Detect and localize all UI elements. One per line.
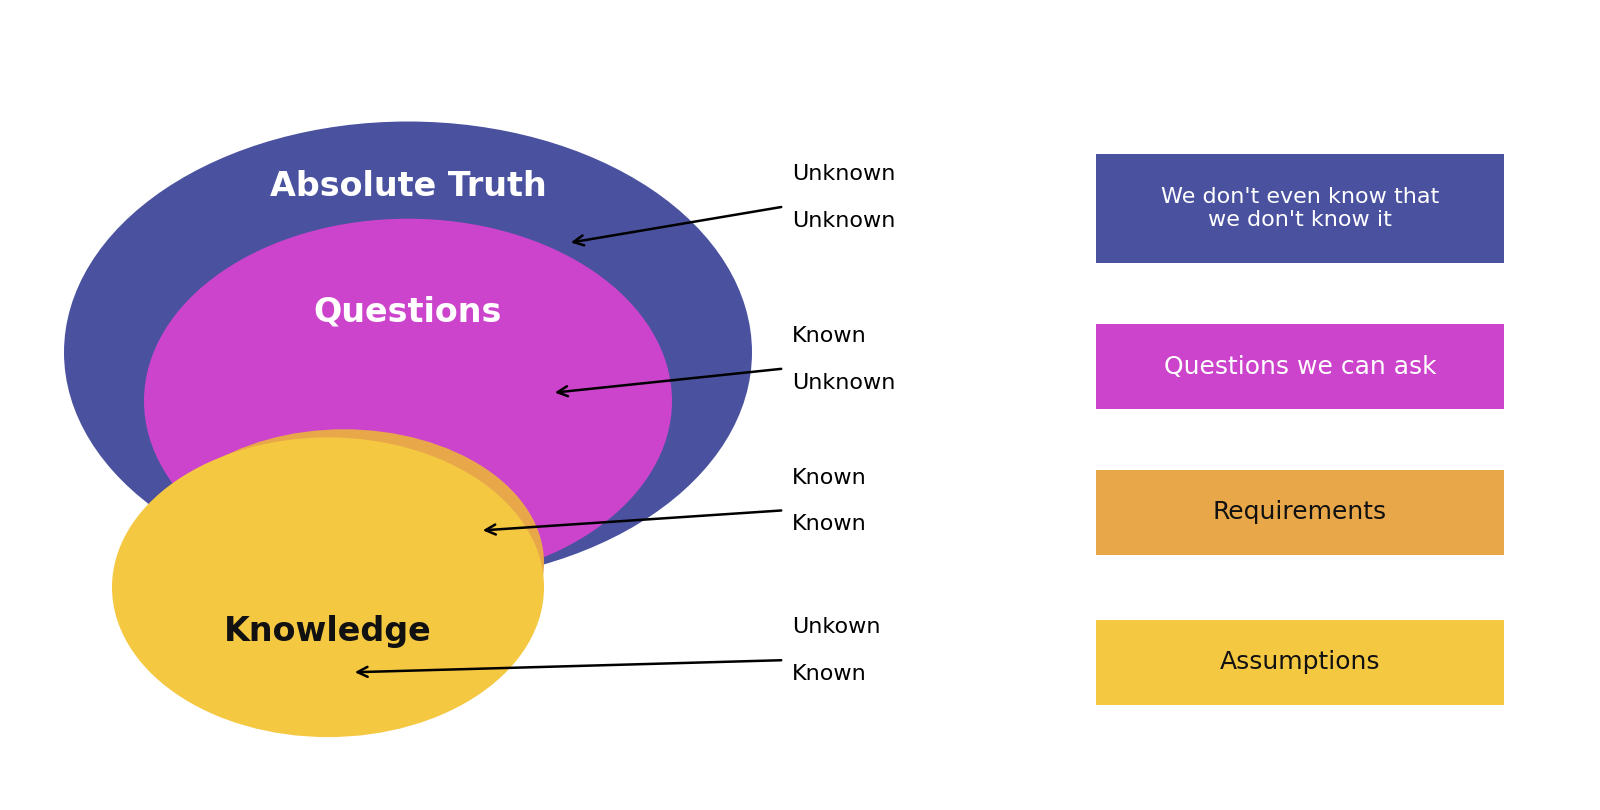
Text: Questions we can ask: Questions we can ask	[1163, 355, 1437, 378]
Ellipse shape	[144, 219, 672, 583]
Text: Requirements: Requirements	[1213, 501, 1387, 524]
FancyBboxPatch shape	[1096, 154, 1504, 263]
Text: Knowledge: Knowledge	[224, 616, 432, 648]
Text: Unknown: Unknown	[792, 164, 896, 184]
Text: Unknown: Unknown	[792, 211, 896, 231]
Ellipse shape	[112, 437, 544, 737]
Text: Known: Known	[792, 664, 867, 684]
Text: Unknown: Unknown	[792, 373, 896, 393]
Ellipse shape	[144, 429, 544, 697]
FancyBboxPatch shape	[1096, 470, 1504, 555]
Text: Known: Known	[792, 326, 867, 346]
Text: Unkown: Unkown	[792, 617, 880, 637]
Ellipse shape	[64, 122, 752, 583]
Text: Known: Known	[792, 467, 867, 488]
FancyBboxPatch shape	[1096, 620, 1504, 705]
Text: Known: Known	[792, 514, 867, 535]
Text: We don't even know that
we don't know it: We don't even know that we don't know it	[1162, 187, 1438, 230]
Text: Absolute Truth: Absolute Truth	[270, 170, 546, 202]
Text: Questions: Questions	[314, 296, 502, 328]
Text: Assumptions: Assumptions	[1219, 650, 1381, 674]
FancyBboxPatch shape	[1096, 324, 1504, 409]
